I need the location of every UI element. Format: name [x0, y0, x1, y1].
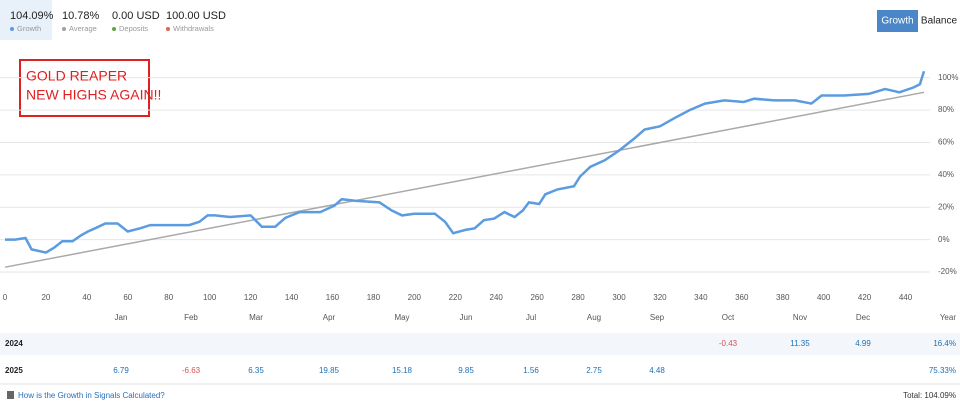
month-value: -0.43: [719, 339, 738, 348]
x-tick-label: 0: [3, 293, 8, 302]
growth-button[interactable]: Growth: [881, 16, 913, 27]
x-tick-label: 200: [408, 293, 422, 302]
x-tick-label: 160: [326, 293, 340, 302]
x-tick-label: 120: [244, 293, 258, 302]
month-header: Aug: [587, 313, 601, 322]
y-tick-label: 40%: [938, 170, 954, 179]
stat-label: Growth: [17, 24, 41, 33]
stat-value: 104.09%: [10, 10, 54, 22]
month-value: 6.35: [248, 366, 264, 375]
stat-value: 0.00 USD: [112, 10, 160, 22]
y-tick-label: 0%: [938, 235, 950, 244]
month-value: 16.4%: [933, 339, 956, 348]
month-value: 75.33%: [929, 366, 956, 375]
month-value: 19.85: [319, 366, 340, 375]
y-tick-label: 20%: [938, 202, 954, 211]
calc-icon: [7, 391, 14, 399]
month-header: Year: [940, 313, 957, 322]
y-tick-label: 60%: [938, 138, 954, 147]
y-tick-label: 80%: [938, 105, 954, 114]
x-tick-label: 40: [82, 293, 91, 302]
average-line: [4, 91, 925, 268]
x-tick-label: 260: [530, 293, 544, 302]
x-tick-label: 340: [694, 293, 708, 302]
x-tick-label: 420: [858, 293, 872, 302]
month-header: Feb: [184, 313, 198, 322]
month-value: 9.85: [458, 366, 474, 375]
month-value: 4.99: [855, 339, 871, 348]
stat-dot: [166, 27, 170, 31]
x-tick-label: 320: [653, 293, 667, 302]
row-bg: [0, 333, 960, 355]
month-header: Apr: [323, 313, 336, 322]
year-label: 2025: [5, 366, 23, 375]
month-header: Sep: [650, 313, 665, 322]
annotation-box: [19, 59, 150, 117]
year-label: 2024: [5, 339, 23, 348]
month-header: Mar: [249, 313, 263, 322]
x-tick-label: 60: [123, 293, 132, 302]
stat-label: Withdrawals: [173, 24, 214, 33]
month-value: -6.63: [182, 366, 201, 375]
annotation: GOLD REAPER: [26, 68, 127, 84]
x-tick-label: 180: [367, 293, 381, 302]
month-header: Jul: [526, 313, 536, 322]
stat-dot: [62, 27, 66, 31]
month-header: Jun: [460, 313, 473, 322]
month-value: 15.18: [392, 366, 413, 375]
x-tick-label: 400: [817, 293, 831, 302]
month-header: May: [394, 313, 409, 322]
stat-value: 100.00 USD: [166, 10, 226, 22]
stat-label: Average: [69, 24, 97, 33]
month-header: Dec: [856, 313, 870, 322]
x-tick-label: 300: [612, 293, 626, 302]
x-tick-label: 240: [490, 293, 504, 302]
y-tick-label: 100%: [938, 73, 958, 82]
x-tick-label: 100: [203, 293, 217, 302]
y-tick-label: -20%: [938, 267, 957, 276]
month-value: 4.48: [649, 366, 665, 375]
growth-line: [5, 70, 926, 254]
x-tick-label: 280: [571, 293, 585, 302]
x-tick-label: 220: [449, 293, 463, 302]
month-header: Jan: [115, 313, 128, 322]
month-header: Nov: [793, 313, 807, 322]
month-value: 11.35: [790, 339, 810, 348]
balance-button[interactable]: Balance: [921, 16, 958, 27]
month-header: Oct: [722, 313, 735, 322]
month-value: 6.79: [113, 366, 129, 375]
month-value: 1.56: [523, 366, 539, 375]
x-tick-label: 20: [41, 293, 50, 302]
total: Total: 104.09%: [903, 391, 956, 400]
x-tick-label: 440: [899, 293, 913, 302]
x-tick-label: 380: [776, 293, 790, 302]
annotation: NEW HIGHS AGAIN!!: [26, 87, 161, 103]
x-tick-label: 360: [735, 293, 749, 302]
stat-dot: [112, 27, 116, 31]
growth-button-bg[interactable]: [877, 10, 918, 32]
x-tick-label: 80: [164, 293, 173, 302]
active-stat-bg: [0, 0, 52, 40]
x-tick-label: 140: [285, 293, 299, 302]
stat-value: 10.78%: [62, 10, 100, 22]
month-value: 2.75: [586, 366, 602, 375]
stat-dot: [10, 27, 14, 31]
stat-label: Deposits: [119, 24, 148, 33]
calc-link[interactable]: How is the Growth in Signals Calculated?: [18, 391, 165, 400]
